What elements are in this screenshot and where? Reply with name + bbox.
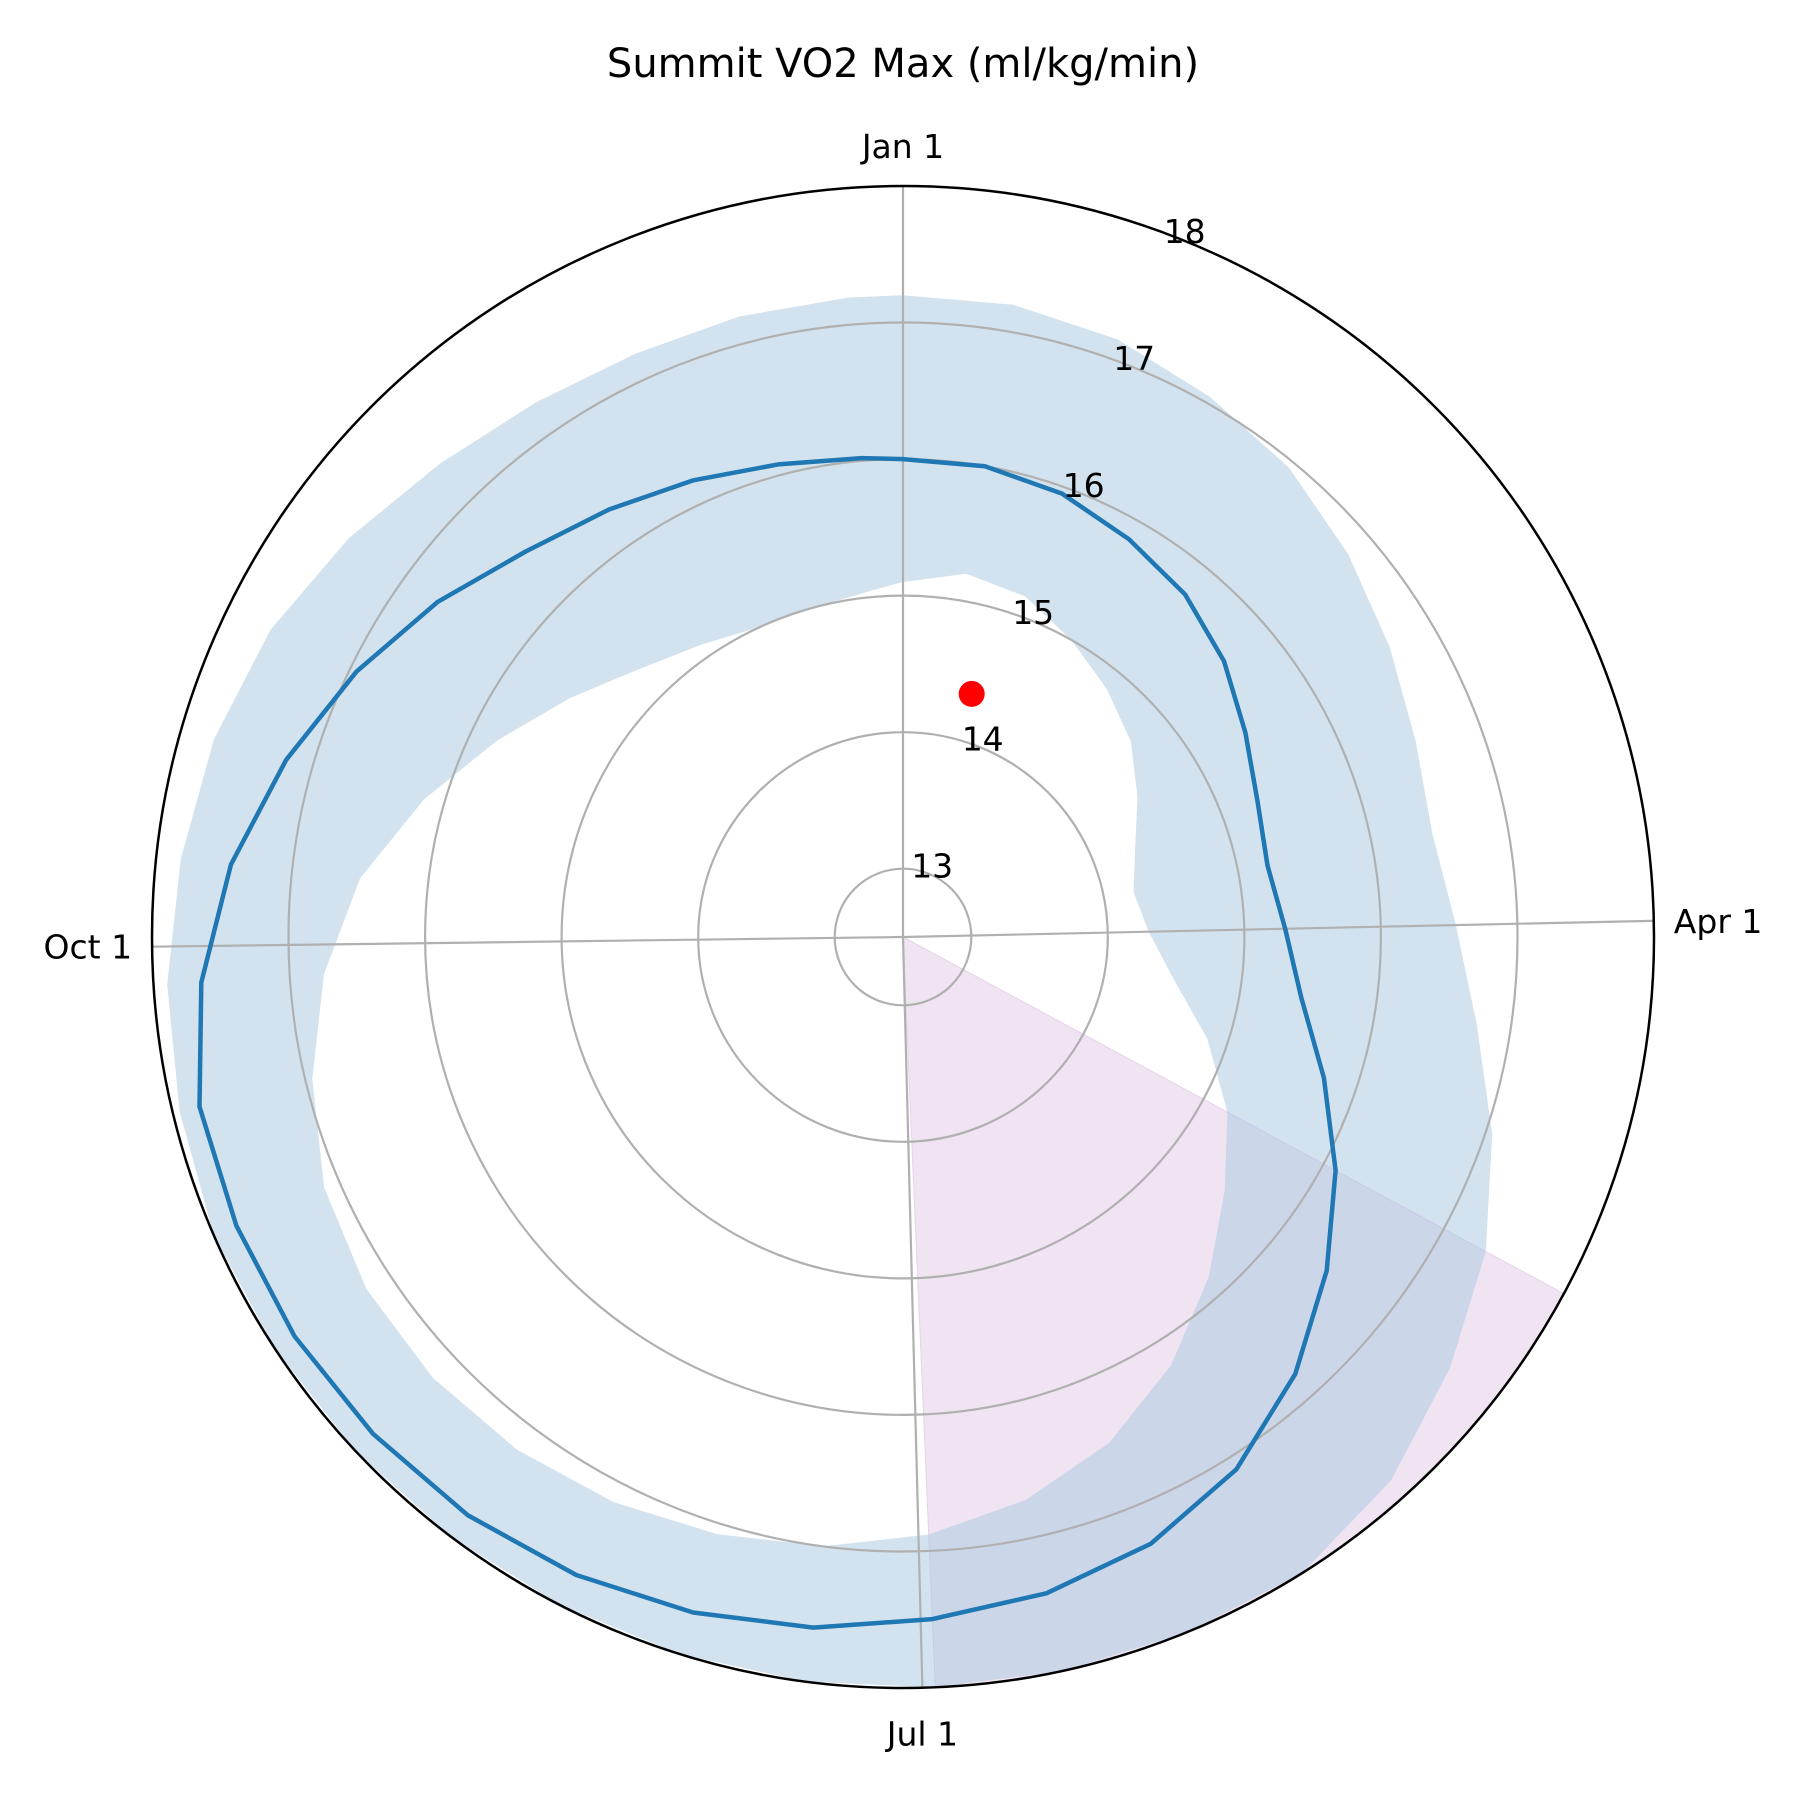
radial-tick-label: 13 xyxy=(911,847,953,886)
radial-tick-label: 18 xyxy=(1164,212,1206,251)
chart-title: Summit VO2 Max (ml/kg/min) xyxy=(607,41,1199,87)
series-layer xyxy=(197,455,1338,1630)
frame-layer xyxy=(150,184,1656,1690)
marker-layer xyxy=(958,680,985,707)
angular-tick-label: Jul 1 xyxy=(885,1715,958,1754)
polar-frame xyxy=(150,184,1656,1690)
angular-tick-label: Oct 1 xyxy=(44,928,133,967)
spoke-oct-gridline xyxy=(152,935,904,948)
spoke-jul-gridline xyxy=(901,936,924,1688)
confidence-band xyxy=(167,295,1493,1688)
radial-tick-label: 14 xyxy=(962,720,1004,759)
label-layer: Jan 1 Apr 1 Jul 1 Oct 1 13 14 15 16 17 18 xyxy=(44,127,1763,1754)
angular-tick-label: Jan 1 xyxy=(860,127,944,166)
band-layer xyxy=(167,295,1493,1688)
grid-layer xyxy=(152,186,1654,1688)
radial-tick-label: 17 xyxy=(1113,339,1155,378)
angular-tick-label: Apr 1 xyxy=(1674,902,1763,941)
series-line xyxy=(197,455,1338,1630)
spoke-apr-gridline xyxy=(902,919,1654,939)
current-marker xyxy=(958,680,985,707)
radial-tick-label: 15 xyxy=(1012,593,1054,632)
radial-tick-label: 16 xyxy=(1063,466,1105,505)
